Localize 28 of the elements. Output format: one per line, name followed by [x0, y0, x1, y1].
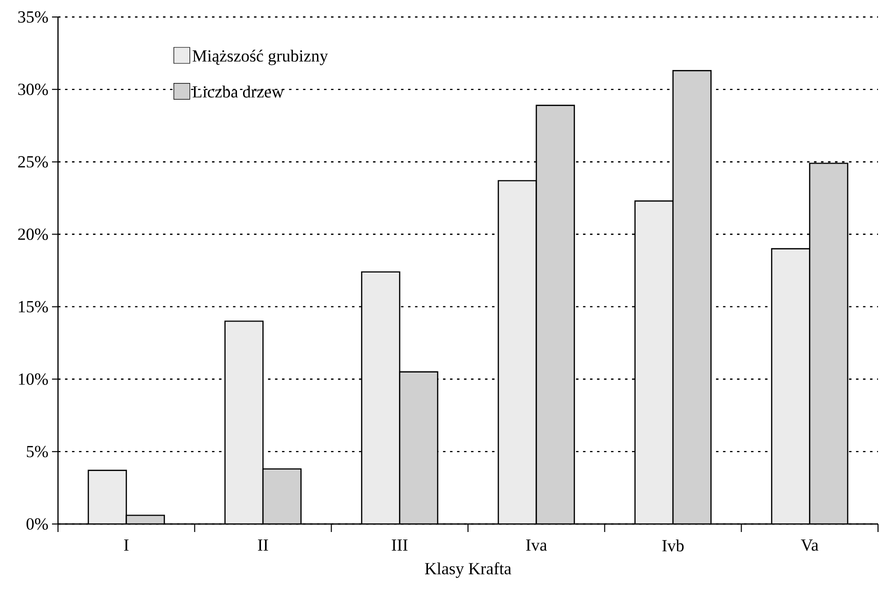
x-tick-label: Ivb — [662, 540, 684, 552]
y-tick-label: 35% — [18, 11, 48, 23]
x-tick-label: Va — [800, 540, 818, 551]
y-tick-label: 30% — [18, 84, 48, 96]
y-tick-label: 0% — [26, 518, 48, 530]
bar — [809, 162, 848, 524]
bar — [263, 468, 301, 524]
bar — [771, 248, 810, 524]
bar — [88, 470, 126, 524]
x-tick-label: III — [392, 540, 408, 551]
bar — [536, 105, 574, 524]
bar — [673, 70, 712, 524]
bar — [498, 180, 536, 524]
y-tick-label: 20% — [18, 228, 48, 240]
x-tick-label: I — [124, 540, 129, 551]
bar — [400, 372, 438, 524]
y-tick-label: 10% — [18, 373, 48, 385]
x-tick-label: Iva — [526, 540, 547, 551]
bar — [225, 321, 263, 524]
bar — [362, 272, 400, 524]
legend-label: Liczba drzew — [192, 86, 284, 98]
y-tick-label: 5% — [26, 446, 48, 458]
x-axis-title: Klasy Krafta — [424, 562, 512, 578]
bar — [635, 200, 674, 524]
y-tick-label: 15% — [18, 300, 48, 312]
y-tick-label: 25% — [18, 156, 48, 168]
legend-label: Miąższość grubizny — [192, 50, 328, 66]
x-tick-label: II — [258, 540, 268, 551]
